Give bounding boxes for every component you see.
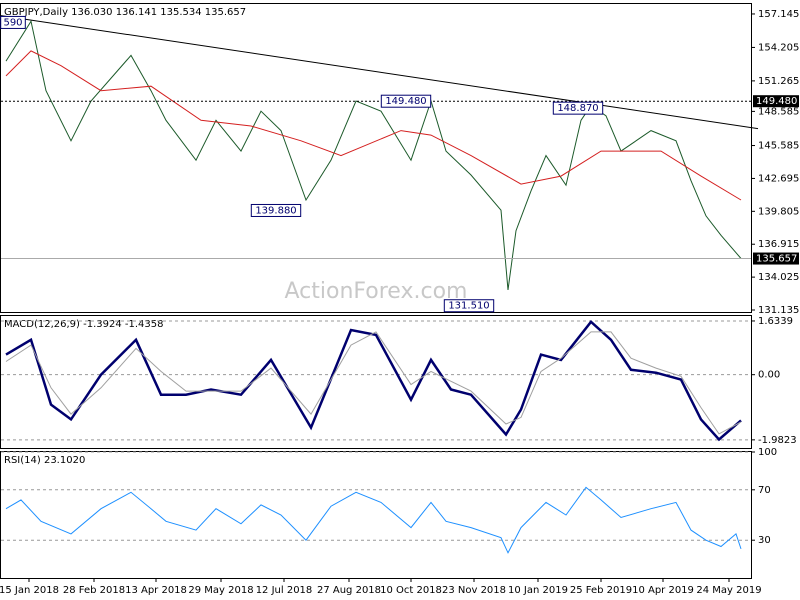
annotation-label: 139.880: [255, 205, 296, 216]
x-tick-label: 29 May 2018: [188, 585, 253, 596]
watermark: ActionForex.com: [285, 279, 468, 304]
annotation-label: 131.510: [448, 301, 489, 312]
x-tick-label: 23 Nov 2018: [442, 585, 506, 596]
x-tick-label: 12 Jul 2018: [256, 585, 313, 596]
y-tick-label: 148.585: [758, 106, 799, 117]
panel-title: MACD(12,26,9) -1.3924 -1.4358: [4, 319, 164, 330]
y-tick-label: 131.135: [758, 305, 799, 316]
series-line: [5, 331, 742, 435]
last-box: [753, 252, 799, 265]
annotation-box: [380, 94, 432, 108]
annotation-label: 590: [3, 17, 22, 28]
x-tick-label: 27 Aug 2018: [317, 585, 381, 596]
y-tick-label: 157.145: [758, 9, 799, 20]
x-tick-label: 24 May 2019: [696, 585, 761, 596]
series-line: [5, 486, 742, 554]
y-tick-label: 151.265: [758, 76, 799, 87]
y-tick-label: 154.205: [758, 42, 799, 53]
hline-label: 149.480: [756, 96, 797, 107]
x-tick-label: 15 Jan 2018: [0, 585, 59, 596]
price-panel: [0, 3, 752, 313]
x-tick-label: 28 Feb 2018: [63, 585, 125, 596]
annotation-box: [443, 299, 495, 313]
annotation-box: [552, 101, 604, 115]
panel-title: GBPJPY,Daily 136.030 136.141 135.534 135…: [4, 7, 246, 18]
x-tick-label: 13 Apr 2018: [125, 585, 187, 596]
x-tick-label: 10 Oct 2018: [380, 585, 442, 596]
annotation-box: [250, 203, 302, 217]
y-tick-label: 139.805: [758, 206, 799, 217]
macd-panel: [0, 315, 752, 449]
y-tick-label: 134.025: [758, 272, 799, 283]
trendline: [0, 15, 759, 130]
y-tick-label: 1.6339: [758, 316, 793, 327]
hline-box: [753, 95, 799, 108]
last-label: 135.657: [756, 254, 797, 265]
y-tick-label: -1.9823: [758, 435, 797, 446]
y-tick-label: 142.695: [758, 173, 799, 184]
y-tick-label: 30: [758, 535, 771, 546]
y-tick-label: 100: [758, 447, 777, 458]
panel-title: RSI(14) 23.1020: [4, 455, 85, 466]
y-tick-label: 145.585: [758, 141, 799, 152]
y-tick-label: 70: [758, 485, 771, 496]
annotation-label: 149.480: [385, 96, 426, 107]
y-tick-label: 0.00: [758, 370, 780, 381]
x-tick-label: 25 Feb 2019: [570, 585, 632, 596]
x-tick-label: 10 Jan 2019: [508, 585, 568, 596]
annotation-box: [0, 15, 26, 29]
series-line: [5, 50, 742, 201]
series-line: [5, 319, 742, 442]
annotation-label: 148.870: [557, 103, 598, 114]
x-tick-label: 10 Apr 2019: [632, 585, 694, 596]
y-tick-label: 136.915: [758, 239, 799, 250]
